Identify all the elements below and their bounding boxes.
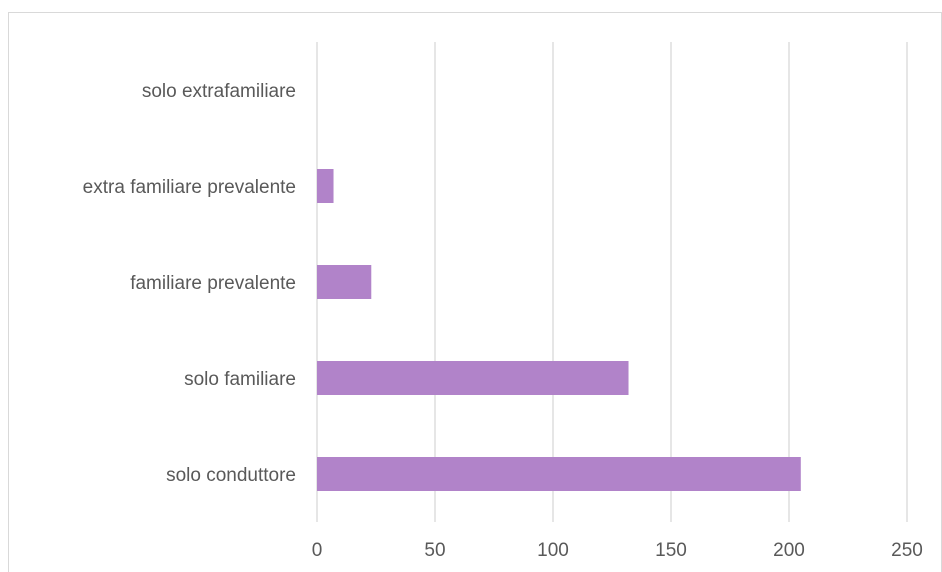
x-tick-label: 200 xyxy=(773,540,805,561)
x-tick-label: 150 xyxy=(655,540,687,561)
bar xyxy=(317,265,372,299)
category-label: familiare prevalente xyxy=(130,273,296,294)
bars xyxy=(317,169,801,491)
category-label: solo familiare xyxy=(184,369,296,390)
bar xyxy=(317,361,629,395)
x-tick-label: 50 xyxy=(424,540,445,561)
bar xyxy=(317,169,334,203)
category-label: extra familiare prevalente xyxy=(83,177,296,198)
gridlines xyxy=(316,42,908,522)
x-tick-label: 100 xyxy=(537,540,569,561)
x-tick-labels: 0 50 100 150 200 250 xyxy=(312,540,923,561)
bar xyxy=(317,457,801,491)
x-tick-label: 250 xyxy=(891,540,923,561)
category-label: solo extrafamiliare xyxy=(142,81,296,102)
x-tick-label: 0 xyxy=(312,540,323,561)
category-labels: solo conduttore solo familiare familiare p… xyxy=(83,81,296,486)
category-label: solo conduttore xyxy=(166,465,296,486)
